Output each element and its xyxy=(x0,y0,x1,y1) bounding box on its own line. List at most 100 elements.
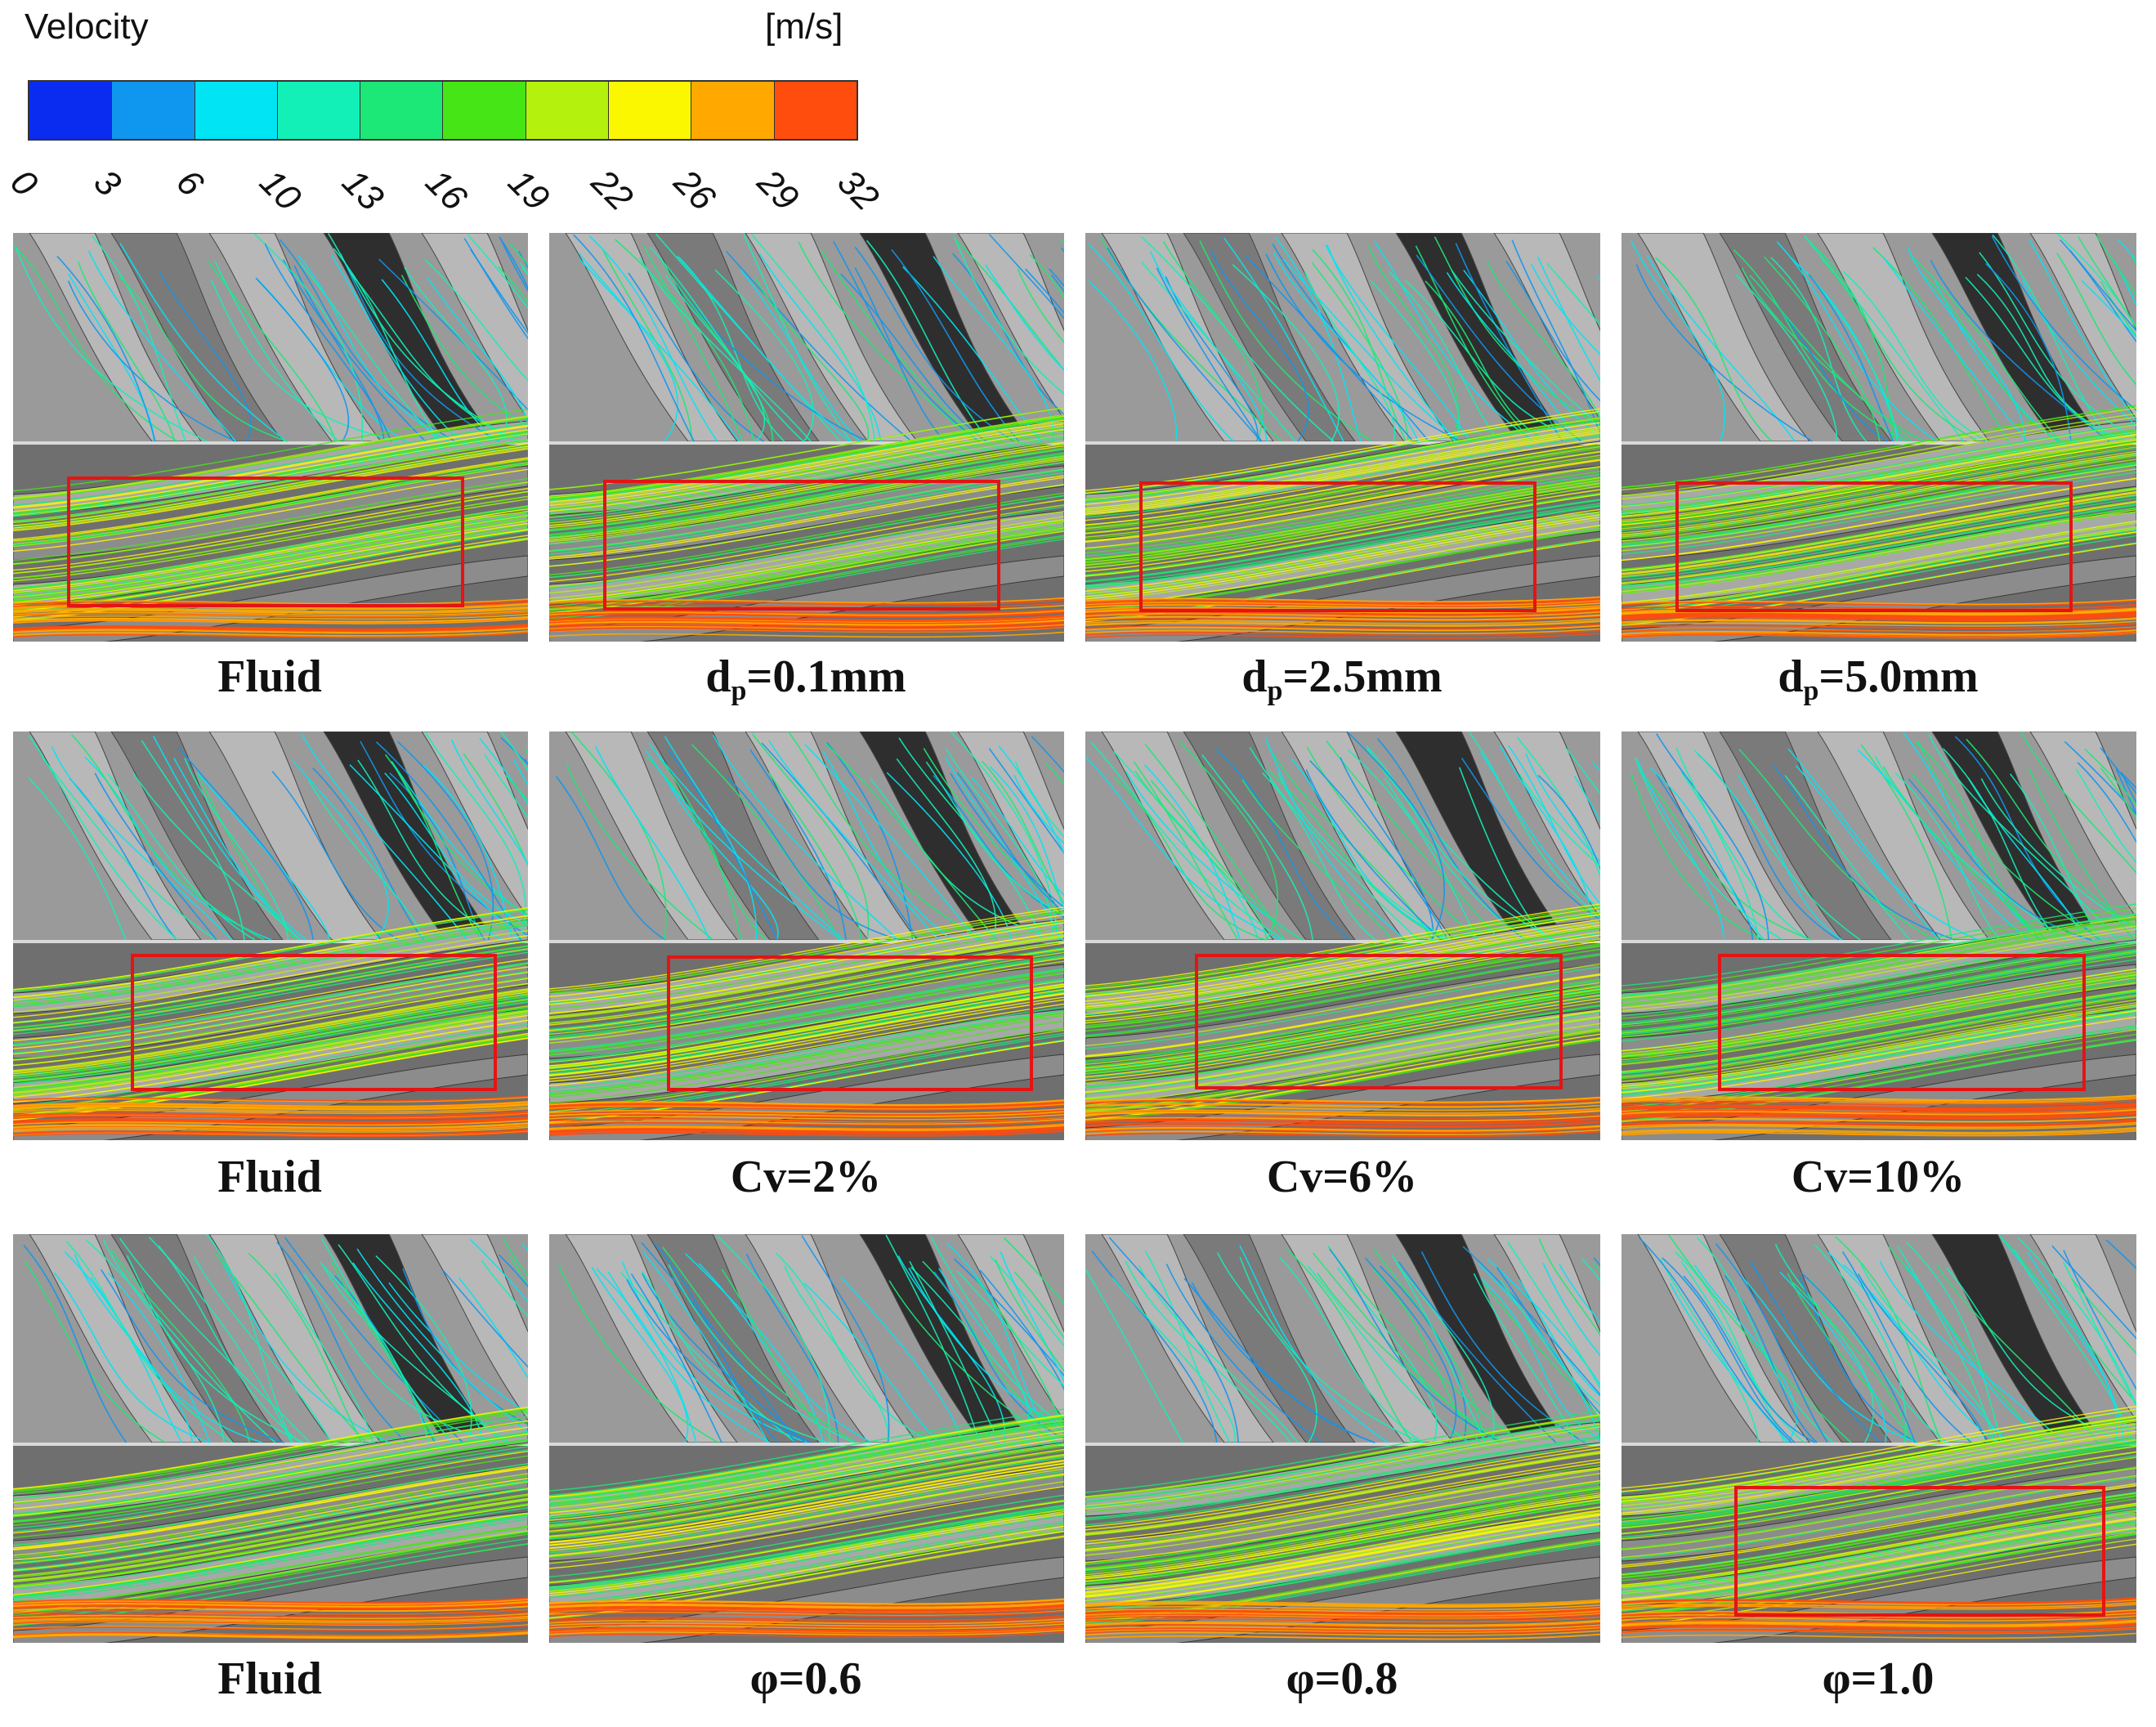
streamline xyxy=(549,1127,1064,1134)
streamline xyxy=(13,1443,528,1526)
streamline xyxy=(2056,253,2136,386)
streamline xyxy=(375,741,521,941)
streamline xyxy=(384,772,528,926)
streamline xyxy=(658,757,742,941)
streamline xyxy=(549,1604,1064,1612)
streamline xyxy=(1621,1532,2136,1616)
streamline xyxy=(1478,1263,1600,1443)
streamline xyxy=(499,237,528,293)
streamline xyxy=(13,1001,528,1085)
streamline xyxy=(1621,1513,2136,1597)
streamline xyxy=(1029,253,1064,299)
streamline xyxy=(549,449,1064,532)
streamline xyxy=(549,1606,1064,1613)
streamline xyxy=(549,1125,1064,1131)
streamline xyxy=(1621,1123,2136,1130)
streamline xyxy=(1085,450,1600,534)
streamline xyxy=(653,1242,779,1443)
caption-text: Cv=10% xyxy=(1791,1152,1966,1202)
streamline xyxy=(23,1244,127,1443)
caption-text: Cv=2% xyxy=(730,1152,882,1202)
streamline xyxy=(1138,1264,1299,1443)
screw-flight xyxy=(1085,420,1600,516)
streamline xyxy=(13,426,528,509)
streamline xyxy=(153,736,301,941)
streamline xyxy=(13,468,528,553)
streamline xyxy=(1125,1260,1291,1443)
streamline xyxy=(549,1444,1064,1528)
streamline xyxy=(13,516,528,599)
streamline xyxy=(549,1020,1064,1103)
streamline xyxy=(1085,906,1600,991)
streamline xyxy=(13,1605,528,1613)
streamline xyxy=(1655,257,1773,442)
streamline xyxy=(292,760,389,941)
streamline xyxy=(1286,1248,1413,1443)
streamline xyxy=(854,267,946,442)
streamline xyxy=(1085,1496,1600,1579)
streamline xyxy=(1085,518,1600,602)
streamline xyxy=(1085,597,1600,604)
streamline xyxy=(549,494,1064,579)
streamline xyxy=(1621,487,2136,571)
streamline xyxy=(549,990,1064,1073)
streamline xyxy=(1473,1273,1577,1443)
streamline xyxy=(2069,249,2136,332)
streamline xyxy=(1003,1237,1064,1305)
streamline xyxy=(768,740,939,941)
streamline xyxy=(549,1430,1064,1514)
streamline xyxy=(1621,936,2136,1020)
streamline xyxy=(1659,1258,1760,1443)
streamline xyxy=(1798,1275,1917,1443)
streamline xyxy=(1085,978,1600,1062)
panel-caption: Fluid xyxy=(8,1151,531,1203)
streamline xyxy=(579,258,740,442)
streamline xyxy=(1621,1009,2136,1092)
streamline xyxy=(1621,955,2136,1038)
streamline xyxy=(1085,919,1600,1002)
streamline xyxy=(13,915,528,999)
streamline xyxy=(953,236,1064,395)
streamline xyxy=(56,255,156,442)
streamline xyxy=(1165,276,1259,442)
streamline xyxy=(1479,752,1600,911)
streamline xyxy=(1232,264,1340,442)
colorbar-tick: 10 xyxy=(252,162,309,219)
panel-caption: φ=0.6 xyxy=(544,1653,1067,1705)
streamline xyxy=(13,1603,528,1609)
streamline xyxy=(1621,952,2136,1036)
streamline xyxy=(549,1104,1064,1111)
panel-caption: φ=0.8 xyxy=(1080,1653,1604,1705)
panel-caption: Cv=2% xyxy=(544,1151,1067,1203)
streamline xyxy=(549,414,1064,498)
streamline xyxy=(71,734,265,941)
streamline xyxy=(1290,758,1450,941)
panel-caption: Cv=6% xyxy=(1080,1151,1604,1203)
streamline xyxy=(549,1468,1064,1552)
streamline xyxy=(1085,1009,1600,1094)
colorbar-segment xyxy=(360,82,444,139)
streamline xyxy=(833,240,980,442)
streamline xyxy=(1085,429,1600,513)
streamline xyxy=(13,618,528,624)
streamline xyxy=(549,602,1064,609)
streamline xyxy=(549,438,1064,521)
streamline xyxy=(1107,247,1262,442)
streamline xyxy=(1085,987,1600,1071)
streamline xyxy=(1621,442,2136,526)
streamline xyxy=(985,264,1064,371)
streamline xyxy=(1370,280,1460,442)
streamline xyxy=(13,457,528,540)
streamline xyxy=(549,992,1064,1076)
streamline xyxy=(1621,413,2136,496)
streamline xyxy=(13,408,528,492)
streamline xyxy=(1795,765,1979,941)
streamline xyxy=(13,1493,528,1577)
streamline xyxy=(1621,999,2136,1083)
streamline xyxy=(1621,991,2136,1075)
streamline xyxy=(1621,1443,2136,1527)
streamline xyxy=(1621,1128,2136,1135)
streamline xyxy=(1085,1429,1600,1513)
streamline xyxy=(119,276,289,442)
streamline xyxy=(504,774,528,803)
